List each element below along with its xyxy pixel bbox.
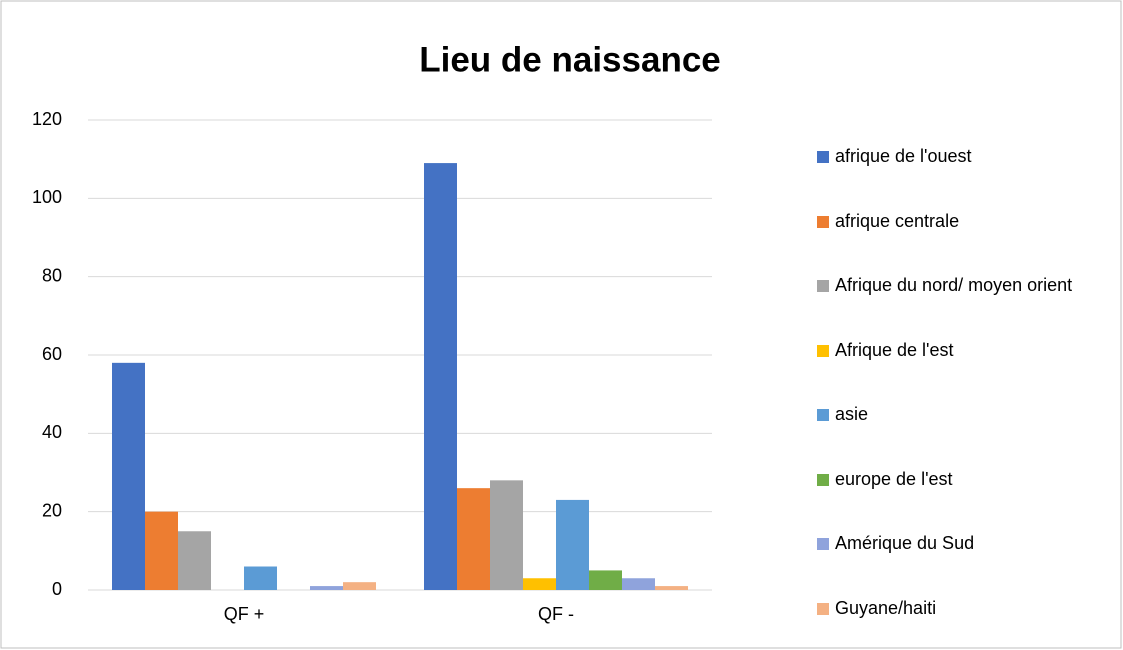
bar (178, 531, 211, 590)
bar (523, 578, 556, 590)
bar (244, 566, 277, 590)
legend-swatch (817, 538, 829, 550)
y-tick-label: 40 (42, 422, 62, 442)
legend-item: afrique de l'ouest (817, 141, 1077, 172)
y-tick-label: 0 (52, 579, 62, 599)
bar (112, 362, 145, 590)
bar (424, 163, 457, 591)
bar (655, 586, 688, 590)
legend-swatch (817, 409, 829, 421)
legend-swatch (817, 344, 829, 357)
legend-label: Guyane/haiti (835, 597, 937, 618)
legend-item: Afrique du nord/ moyen orient (817, 270, 1077, 301)
x-tick-label: QF - (538, 604, 574, 624)
bar (490, 480, 523, 590)
legend-swatch (817, 151, 829, 163)
legend-label: afrique de l'ouest (835, 146, 972, 166)
legend-swatch (817, 215, 829, 228)
legend-item: Guyane/haiti (817, 593, 1077, 624)
legend-label: afrique centrale (835, 210, 960, 231)
bar (343, 582, 376, 590)
bar (457, 488, 490, 590)
legend-label: asie (835, 404, 869, 424)
bar (310, 586, 343, 590)
legend-label: Afrique de l'est (835, 339, 954, 360)
chart-title: Lieu de naissance (419, 40, 721, 79)
legend-label: Amérique du Sud (835, 533, 975, 553)
legend-item: asie (817, 399, 1077, 430)
legend-label: europe de l'est (835, 468, 953, 489)
x-tick-label: QF + (224, 604, 265, 624)
legend-item: Afrique de l'est (817, 335, 1077, 366)
bar (145, 511, 178, 590)
legend-swatch (817, 280, 829, 292)
bar (622, 578, 655, 590)
legend-item: europe de l'est (817, 464, 1077, 495)
legend-item: afrique centrale (817, 206, 1077, 237)
y-tick-label: 120 (32, 109, 62, 129)
y-tick-label: 60 (42, 344, 62, 364)
bar (556, 499, 589, 590)
bar (589, 570, 622, 590)
legend-label: Afrique du nord/ moyen orient (835, 275, 1073, 295)
legend-item: Amérique du Sud (817, 528, 1077, 559)
y-tick-label: 100 (32, 187, 62, 207)
y-tick-label: 80 (42, 265, 62, 285)
legend-swatch (817, 602, 829, 615)
legend-swatch (817, 473, 829, 486)
y-tick-label: 20 (42, 500, 62, 520)
